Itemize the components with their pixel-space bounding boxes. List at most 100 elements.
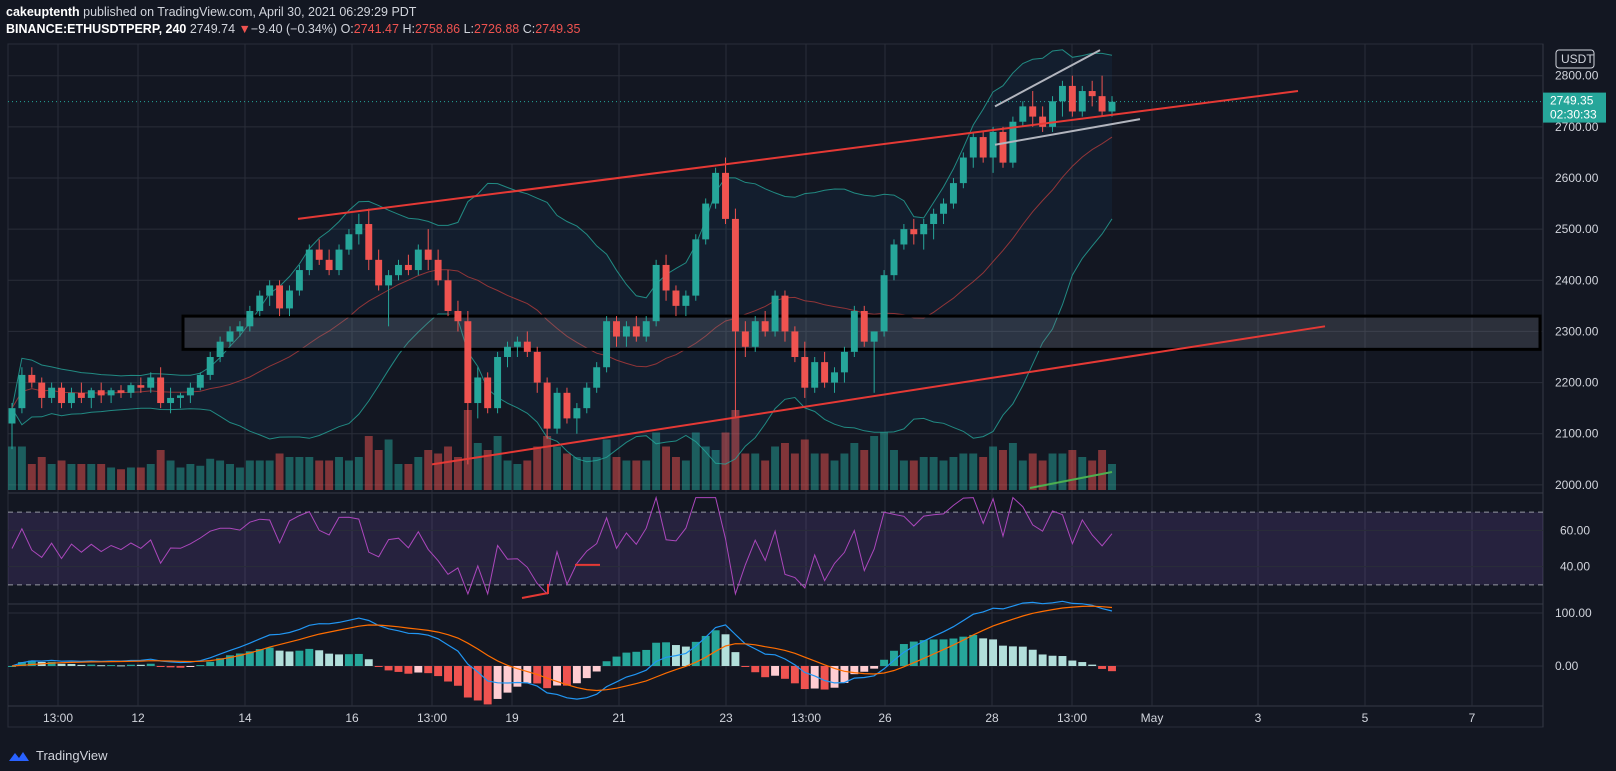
volume-bar xyxy=(404,464,413,490)
macd-histogram-bar xyxy=(444,666,452,682)
volume-bar xyxy=(751,453,760,490)
volume-bar xyxy=(335,457,343,490)
volume-bar xyxy=(364,436,373,490)
volume-bar xyxy=(136,467,145,490)
volume-bar xyxy=(226,464,234,490)
volume-bar xyxy=(989,446,998,490)
volume-bar xyxy=(196,465,205,490)
macd-histogram-bar xyxy=(553,666,562,686)
candle-body xyxy=(107,390,115,396)
volume-bar xyxy=(424,450,433,490)
candle-body xyxy=(38,382,46,398)
volume-bar xyxy=(691,432,700,490)
candle-body xyxy=(355,224,363,235)
macd-histogram-bar xyxy=(404,666,413,674)
candle-body xyxy=(404,264,412,271)
macd-histogram-bar xyxy=(781,666,789,679)
volume-bar xyxy=(503,460,512,490)
macd-histogram-bar xyxy=(1088,664,1097,666)
macd-histogram-bar xyxy=(602,661,611,666)
macd-histogram-bar xyxy=(890,650,898,666)
macd-tick-label: 100.00 xyxy=(1555,606,1592,620)
price-axis[interactable]: 2800.00 2700.00 2600.00 2500.00 2400.00 2300.… xyxy=(1543,49,1606,673)
candle-body xyxy=(315,249,323,260)
candle-body xyxy=(999,131,1007,163)
macd-histogram-bar xyxy=(463,666,472,698)
macd-histogram-bar xyxy=(919,640,928,666)
macd-histogram-bar xyxy=(860,666,869,672)
macd-histogram-bar xyxy=(364,659,373,666)
candle-body xyxy=(1098,96,1106,112)
candle-body xyxy=(474,377,482,404)
publish-info: published on TradingView.com, April 30, … xyxy=(83,5,417,19)
time-tick-label: 16 xyxy=(345,711,359,725)
macd-histogram-bar xyxy=(622,652,631,666)
candle-body xyxy=(811,362,819,388)
macd-histogram-bar xyxy=(1038,654,1047,666)
candle-body xyxy=(870,331,878,342)
symbol-label[interactable]: BINANCE:ETHUSDTPERP, 240 xyxy=(6,22,187,36)
macd-histogram-bar xyxy=(681,646,690,666)
macd-histogram-bar xyxy=(820,666,829,690)
time-tick-label: 3 xyxy=(1255,711,1262,725)
macd-histogram-bar xyxy=(830,666,839,688)
macd-histogram-bar xyxy=(939,639,948,666)
author-name[interactable]: cakeuptenth xyxy=(6,5,80,19)
candle-body xyxy=(345,234,353,250)
time-axis[interactable]: 13:00 12 14 16 13:00 19 21 23 13:00 26 28 13:00 May 3… xyxy=(43,711,1476,725)
macd-histogram-bar xyxy=(1078,662,1087,666)
volume-bar xyxy=(67,464,76,490)
candle-body xyxy=(295,270,303,291)
volume-bar xyxy=(493,436,502,490)
volume-bar xyxy=(434,453,443,490)
rsi-band xyxy=(8,512,1543,585)
candle-body xyxy=(543,382,551,429)
candle-body xyxy=(622,326,630,337)
macd-histogram-bar xyxy=(790,666,799,684)
volume-bar xyxy=(384,439,393,490)
macd-histogram-bar xyxy=(1048,655,1057,666)
volume-bar xyxy=(1108,464,1116,490)
volume-bar xyxy=(662,446,671,490)
volume-bar xyxy=(890,450,898,490)
macd-histogram-bar xyxy=(295,650,304,666)
macd-histogram-bar xyxy=(870,666,879,669)
macd-histogram-bar xyxy=(434,666,443,677)
macd-histogram-bar xyxy=(216,658,225,666)
macd-histogram-bar xyxy=(305,648,314,666)
candle-body xyxy=(325,259,333,271)
candle-body xyxy=(335,249,343,271)
candle-body xyxy=(920,224,928,235)
macd-histogram-bar xyxy=(335,654,343,666)
volume-bar xyxy=(473,443,482,490)
volume-bar xyxy=(1008,443,1017,490)
candle-body xyxy=(702,203,710,240)
candle-body xyxy=(642,321,650,337)
candle-body xyxy=(692,239,700,296)
price-tick-label: 2600.00 xyxy=(1555,171,1599,185)
volume-bar xyxy=(543,436,552,490)
macd-histogram-bar xyxy=(632,651,641,666)
candle-body xyxy=(652,264,660,322)
publish-line: cakeuptenth published on TradingView.com… xyxy=(6,4,580,21)
lower-band xyxy=(11,218,1113,465)
volume-bar xyxy=(265,460,274,490)
open-value: 2741.47 xyxy=(353,22,399,36)
candle-body xyxy=(930,213,938,225)
macd-histogram-bar xyxy=(731,652,740,666)
macd-histogram-bar xyxy=(543,666,552,689)
volume-bar xyxy=(582,457,591,490)
time-tick-label: 23 xyxy=(719,711,733,725)
rsi-tick-label: 60.00 xyxy=(1560,523,1590,537)
volume-bar xyxy=(612,457,621,490)
volume-bar xyxy=(672,457,680,490)
macd-histogram-bar xyxy=(424,666,433,674)
candle-body xyxy=(523,341,531,352)
volume-bar xyxy=(860,450,869,490)
volume-bar xyxy=(919,457,928,490)
volume-bar xyxy=(285,457,294,490)
macd-histogram-bar xyxy=(751,666,760,673)
macd-histogram-bar xyxy=(612,656,621,666)
volume-bar xyxy=(344,460,353,490)
